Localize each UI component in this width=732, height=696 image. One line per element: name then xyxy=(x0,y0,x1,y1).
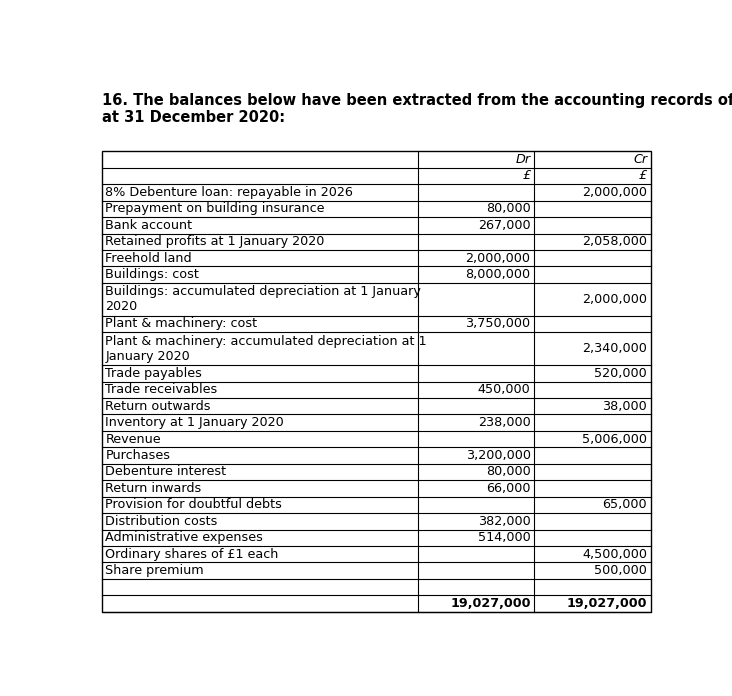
Text: Debenture interest: Debenture interest xyxy=(105,466,227,478)
Text: Share premium: Share premium xyxy=(105,564,204,577)
Text: Bank account: Bank account xyxy=(105,219,193,232)
Bar xyxy=(102,151,651,612)
Text: Freehold land: Freehold land xyxy=(105,252,192,264)
Text: Return inwards: Return inwards xyxy=(105,482,202,495)
Text: Ordinary shares of £1 each: Ordinary shares of £1 each xyxy=(105,548,279,561)
Text: 8,000,000: 8,000,000 xyxy=(466,268,531,281)
Text: 3,750,000: 3,750,000 xyxy=(466,317,531,331)
Text: 2,340,000: 2,340,000 xyxy=(582,342,647,355)
Text: 267,000: 267,000 xyxy=(478,219,531,232)
Text: Dr: Dr xyxy=(515,153,531,166)
Text: Distribution costs: Distribution costs xyxy=(105,515,218,528)
Text: Administrative expenses: Administrative expenses xyxy=(105,531,264,544)
Text: Trade receivables: Trade receivables xyxy=(105,383,217,396)
Text: 2,000,000: 2,000,000 xyxy=(582,293,647,306)
Text: 520,000: 520,000 xyxy=(594,367,647,380)
Text: 500,000: 500,000 xyxy=(594,564,647,577)
Text: Prepayment on building insurance: Prepayment on building insurance xyxy=(105,203,325,215)
Text: 2,000,000: 2,000,000 xyxy=(582,186,647,199)
Text: 2,058,000: 2,058,000 xyxy=(582,235,647,248)
Text: Plant & machinery: accumulated depreciation at 1
January 2020: Plant & machinery: accumulated depreciat… xyxy=(105,335,427,363)
Text: Buildings: cost: Buildings: cost xyxy=(105,268,199,281)
Text: Revenue: Revenue xyxy=(105,433,161,445)
Text: Retained profits at 1 January 2020: Retained profits at 1 January 2020 xyxy=(105,235,325,248)
Text: Purchases: Purchases xyxy=(105,449,171,462)
Text: 16. The balances below have been extracted from the accounting records of Nelson: 16. The balances below have been extract… xyxy=(102,93,732,125)
Text: Trade payables: Trade payables xyxy=(105,367,202,380)
Text: 5,006,000: 5,006,000 xyxy=(582,433,647,445)
Text: 38,000: 38,000 xyxy=(602,400,647,413)
Text: 19,027,000: 19,027,000 xyxy=(450,597,531,610)
Text: 66,000: 66,000 xyxy=(486,482,531,495)
Text: 382,000: 382,000 xyxy=(478,515,531,528)
Text: Inventory at 1 January 2020: Inventory at 1 January 2020 xyxy=(105,416,284,429)
Text: Provision for doubtful debts: Provision for doubtful debts xyxy=(105,498,283,512)
Text: 2,000,000: 2,000,000 xyxy=(466,252,531,264)
Text: £: £ xyxy=(639,169,647,182)
Text: 238,000: 238,000 xyxy=(478,416,531,429)
Text: Cr: Cr xyxy=(633,153,647,166)
Text: Buildings: accumulated depreciation at 1 January
2020: Buildings: accumulated depreciation at 1… xyxy=(105,285,422,313)
Text: 8% Debenture loan: repayable in 2026: 8% Debenture loan: repayable in 2026 xyxy=(105,186,354,199)
Text: 3,200,000: 3,200,000 xyxy=(466,449,531,462)
Text: 450,000: 450,000 xyxy=(478,383,531,396)
Text: 80,000: 80,000 xyxy=(486,466,531,478)
Text: Return outwards: Return outwards xyxy=(105,400,211,413)
Text: 19,027,000: 19,027,000 xyxy=(567,597,647,610)
Text: Plant & machinery: cost: Plant & machinery: cost xyxy=(105,317,258,331)
Text: 4,500,000: 4,500,000 xyxy=(582,548,647,561)
Text: £: £ xyxy=(523,169,531,182)
Text: 80,000: 80,000 xyxy=(486,203,531,215)
Text: 65,000: 65,000 xyxy=(602,498,647,512)
Text: 514,000: 514,000 xyxy=(478,531,531,544)
